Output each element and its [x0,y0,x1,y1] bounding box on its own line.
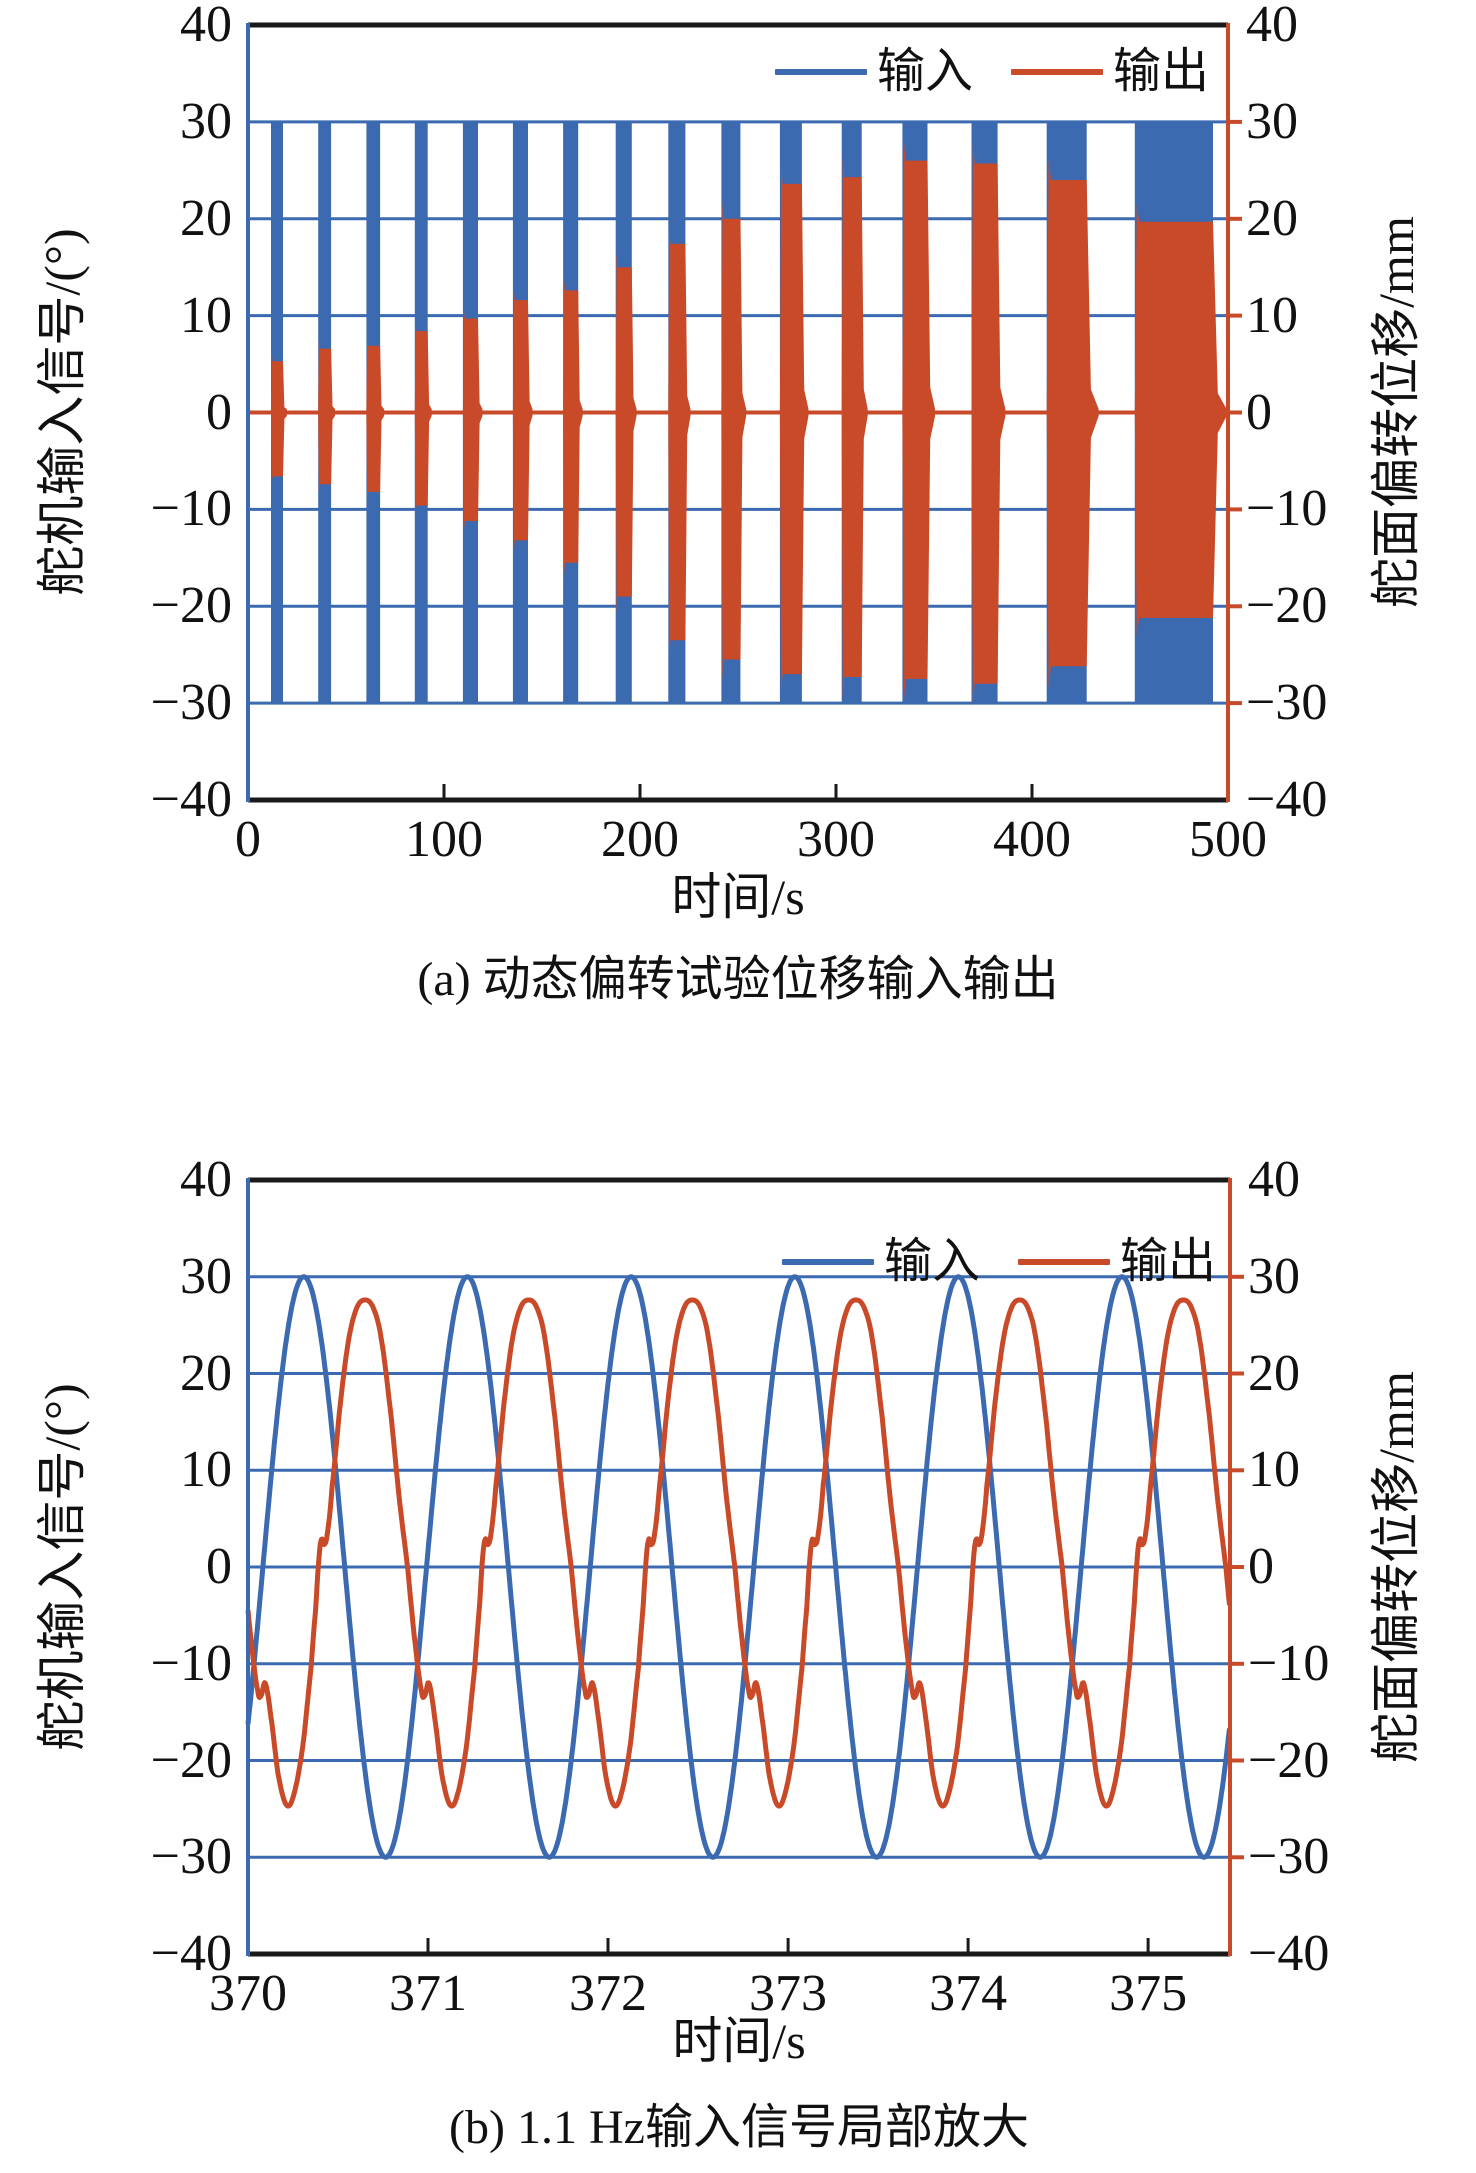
legend-output-label: 输出 [1120,1235,1217,1288]
chart-b-ylabel-right: 舵面偏转位移/mm [1368,1371,1424,1763]
y-tick-label-right: −10 [1248,1634,1330,1692]
y-tick-label-right: −20 [1248,1731,1330,1789]
y-tick-label-right: 30 [1248,1247,1300,1305]
y-tick-label-right: −10 [1246,480,1328,538]
legend-input-label: 输入 [877,45,974,98]
x-tick-label: 370 [209,1965,287,2022]
legend-input-line-icon [775,69,867,75]
chart-a-ylabel-right: 舵面偏转位移/mm [1368,216,1424,608]
legend-input-line-icon [782,1259,874,1265]
x-tick-label: 372 [569,1965,648,2022]
y-tick-label-right: 10 [1248,1441,1300,1499]
y-tick-label-left: −10 [150,1634,232,1692]
x-tick-label: 373 [749,1965,828,2022]
legend-chart-a: 输入 输出 [775,48,1209,96]
y-tick-label-right: −40 [1248,1925,1330,1982]
legend-output-label: 输出 [1113,45,1210,98]
y-tick-label-left: −30 [150,674,232,732]
y-tick-label-left: 30 [180,92,232,150]
x-tick-label: 371 [389,1965,468,2022]
chart-b-xlabel: 时间/s [672,2013,806,2069]
y-tick-label-left: 30 [180,1247,232,1305]
y-tick-label-right: −30 [1246,674,1328,732]
chart-b-ylabel-left: 舵机输入信号/(°) [34,1383,90,1751]
y-tick-label-right: 0 [1246,383,1272,441]
y-tick-label-right: 40 [1246,0,1298,53]
y-tick-label-left: −20 [150,577,232,635]
y-tick-label-left: −40 [150,1925,232,1982]
y-tick-label-right: 30 [1246,92,1298,150]
y-tick-label-left: −20 [150,1731,232,1789]
y-tick-label-left: −40 [150,771,232,828]
x-tick-label: 200 [601,811,679,868]
chart-a-ylabel-left: 舵机输入信号/(°) [34,228,90,596]
y-tick-label-left: 0 [206,383,232,441]
y-tick-label-right: 20 [1246,189,1298,247]
chart-b-caption: (b) 1.1 Hz输入信号局部放大 [449,2101,1029,2154]
legend-input-label: 输入 [884,1235,981,1288]
x-tick-label: 400 [993,811,1071,868]
y-tick-label-left: −10 [150,480,232,538]
y-tick-label-left: 10 [180,286,232,344]
y-tick-label-left: −30 [150,1828,232,1886]
y-tick-label-left: 10 [180,1441,232,1499]
legend-chart-b: 输入 输出 [782,1238,1216,1286]
y-tick-label-left: 0 [206,1538,232,1595]
legend-output-line-icon [1011,69,1104,75]
y-tick-label-right: −30 [1248,1828,1330,1886]
x-tick-label: 375 [1109,1965,1188,2022]
y-tick-label-right: 0 [1248,1538,1274,1595]
y-tick-label-left: 40 [180,0,232,53]
y-tick-label-right: −20 [1246,577,1328,635]
chart-a-xlabel: 时间/s [671,869,805,925]
legend-output-line-icon [1018,1259,1111,1265]
y-tick-label-right: 40 [1248,1151,1300,1208]
x-tick-label: 100 [405,811,483,868]
x-tick-label: 500 [1189,811,1267,868]
x-tick-label: 374 [929,1965,1008,2022]
y-tick-label-left: 20 [180,189,232,247]
x-tick-label: 0 [235,811,261,868]
y-tick-label-right: −40 [1246,771,1328,828]
chart-a-caption: (a) 动态偏转试验位移输入输出 [417,953,1059,1006]
x-tick-label: 300 [797,811,875,868]
y-tick-label-right: 20 [1248,1344,1300,1402]
y-tick-label-right: 10 [1246,286,1298,344]
y-tick-label-left: 40 [180,1151,232,1208]
y-tick-label-left: 20 [180,1344,232,1402]
